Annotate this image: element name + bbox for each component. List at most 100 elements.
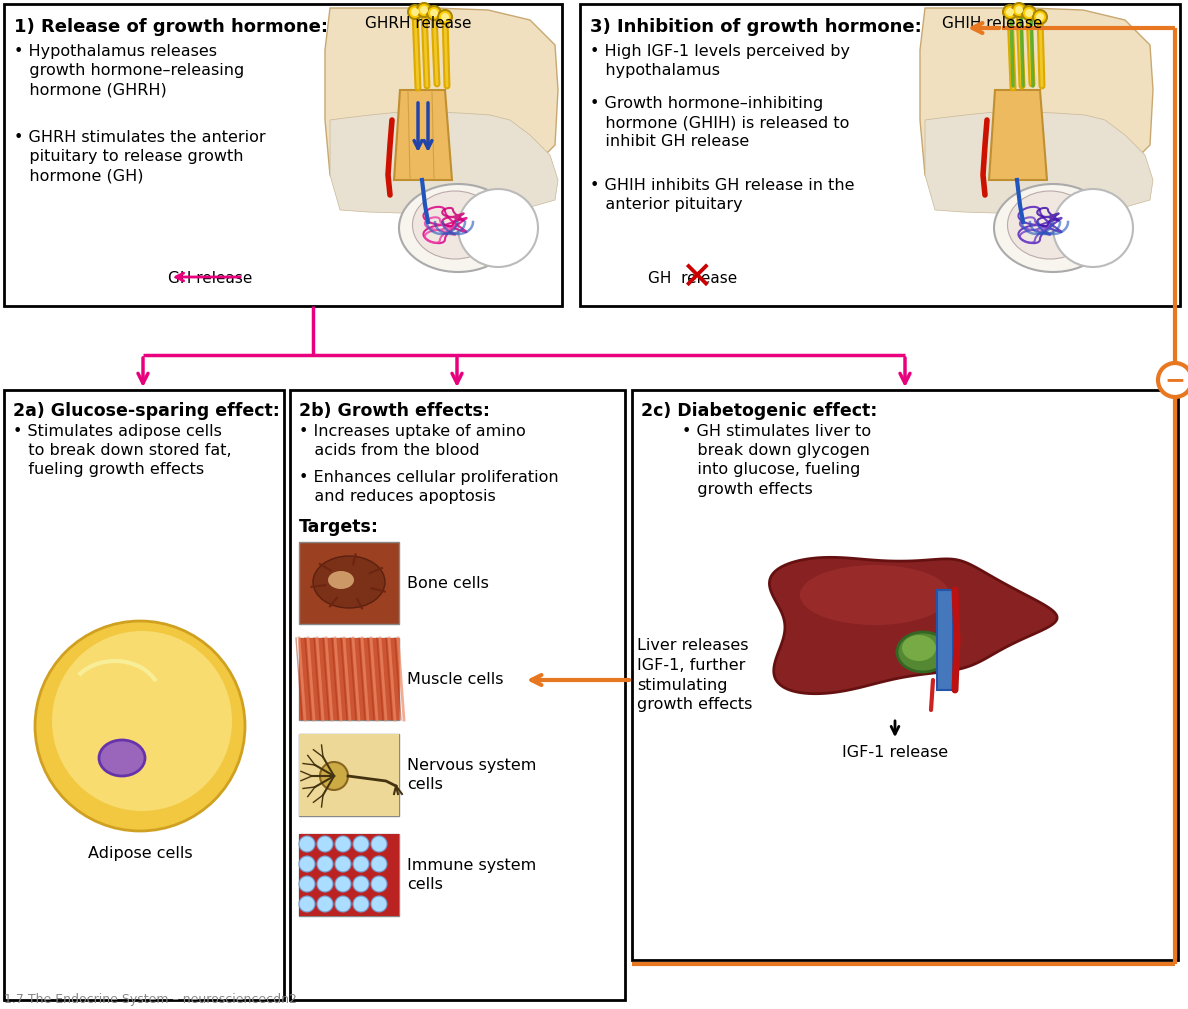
- FancyBboxPatch shape: [4, 4, 562, 306]
- Text: Liver releases
IGF-1, further
stimulating
growth effects: Liver releases IGF-1, further stimulatin…: [637, 638, 752, 712]
- Circle shape: [1158, 363, 1188, 397]
- Ellipse shape: [99, 740, 145, 776]
- Text: 2a) Glucose-sparing effect:: 2a) Glucose-sparing effect:: [13, 402, 280, 420]
- FancyBboxPatch shape: [632, 390, 1178, 960]
- Text: GHIH release: GHIH release: [942, 16, 1042, 31]
- Text: • Increases uptake of amino
   acids from the blood: • Increases uptake of amino acids from t…: [299, 424, 526, 458]
- Polygon shape: [770, 557, 1057, 694]
- Text: • High IGF-1 levels perceived by
   hypothalamus: • High IGF-1 levels perceived by hypotha…: [590, 44, 849, 79]
- Ellipse shape: [897, 632, 949, 672]
- Text: • Enhances cellular proliferation
   and reduces apoptosis: • Enhances cellular proliferation and re…: [299, 470, 558, 504]
- Circle shape: [299, 836, 315, 852]
- Text: ✕: ✕: [680, 259, 713, 297]
- Ellipse shape: [399, 184, 517, 272]
- Circle shape: [371, 856, 387, 872]
- Circle shape: [411, 8, 419, 16]
- Circle shape: [1003, 5, 1017, 19]
- Circle shape: [1025, 9, 1034, 17]
- Polygon shape: [925, 112, 1154, 215]
- Text: 2b) Growth effects:: 2b) Growth effects:: [299, 402, 489, 420]
- Circle shape: [299, 856, 315, 872]
- Ellipse shape: [800, 565, 950, 625]
- Circle shape: [353, 856, 369, 872]
- Circle shape: [417, 3, 431, 17]
- Ellipse shape: [312, 556, 385, 608]
- Text: • GHIH inhibits GH release in the
   anterior pituitary: • GHIH inhibits GH release in the anteri…: [590, 178, 854, 212]
- FancyBboxPatch shape: [299, 542, 399, 624]
- FancyBboxPatch shape: [299, 638, 399, 720]
- Circle shape: [52, 631, 232, 811]
- Text: Bone cells: Bone cells: [407, 575, 489, 590]
- Ellipse shape: [902, 635, 936, 661]
- Circle shape: [317, 856, 333, 872]
- FancyBboxPatch shape: [290, 390, 625, 1000]
- Circle shape: [317, 896, 333, 912]
- Circle shape: [320, 762, 348, 790]
- Polygon shape: [920, 8, 1154, 200]
- FancyBboxPatch shape: [580, 4, 1180, 306]
- Circle shape: [1006, 8, 1015, 16]
- Text: Muscle cells: Muscle cells: [407, 672, 504, 686]
- Circle shape: [299, 876, 315, 892]
- Text: 1.7 The Endocrine System – neurosciencecdn2: 1.7 The Endocrine System – neurosciencec…: [4, 993, 297, 1006]
- Circle shape: [317, 876, 333, 892]
- Circle shape: [335, 836, 350, 852]
- Circle shape: [371, 836, 387, 852]
- FancyBboxPatch shape: [299, 834, 399, 916]
- Text: • Stimulates adipose cells
   to break down stored fat,
   fueling growth effect: • Stimulates adipose cells to break down…: [13, 424, 232, 477]
- Polygon shape: [988, 90, 1047, 180]
- Text: IGF-1 release: IGF-1 release: [842, 745, 948, 760]
- Circle shape: [335, 896, 350, 912]
- Ellipse shape: [1053, 189, 1133, 267]
- Text: Adipose cells: Adipose cells: [88, 846, 192, 861]
- Circle shape: [353, 896, 369, 912]
- FancyBboxPatch shape: [299, 638, 399, 720]
- Circle shape: [371, 876, 387, 892]
- Circle shape: [1036, 13, 1044, 21]
- Circle shape: [438, 10, 451, 24]
- Circle shape: [1022, 6, 1036, 20]
- Polygon shape: [330, 112, 558, 215]
- Text: −: −: [1164, 368, 1186, 393]
- Text: • GHRH stimulates the anterior
   pituitary to release growth
   hormone (GH): • GHRH stimulates the anterior pituitary…: [14, 130, 266, 184]
- Circle shape: [441, 13, 449, 21]
- Ellipse shape: [1007, 191, 1093, 259]
- Circle shape: [353, 836, 369, 852]
- Text: • GH stimulates liver to
   break down glycogen
   into glucose, fueling
   grow: • GH stimulates liver to break down glyc…: [682, 424, 871, 496]
- Circle shape: [34, 621, 245, 831]
- Circle shape: [299, 896, 315, 912]
- Text: 2c) Diabetogenic effect:: 2c) Diabetogenic effect:: [642, 402, 878, 420]
- Polygon shape: [326, 8, 558, 200]
- FancyBboxPatch shape: [4, 390, 284, 1000]
- Circle shape: [335, 856, 350, 872]
- Ellipse shape: [994, 184, 1112, 272]
- Text: Immune system
cells: Immune system cells: [407, 859, 536, 892]
- Text: Targets:: Targets:: [299, 518, 379, 536]
- Ellipse shape: [328, 571, 354, 589]
- FancyBboxPatch shape: [299, 734, 399, 816]
- Text: 1) Release of growth hormone:: 1) Release of growth hormone:: [14, 18, 328, 36]
- Circle shape: [335, 876, 350, 892]
- Circle shape: [353, 876, 369, 892]
- Text: GHRH release: GHRH release: [365, 16, 472, 31]
- Text: • Growth hormone–inhibiting
   hormone (GHIH) is released to
   inhibit GH relea: • Growth hormone–inhibiting hormone (GHI…: [590, 96, 849, 149]
- Circle shape: [430, 9, 438, 17]
- Ellipse shape: [412, 191, 498, 259]
- Text: 3) Inhibition of growth hormone:: 3) Inhibition of growth hormone:: [590, 18, 922, 36]
- Circle shape: [317, 836, 333, 852]
- Circle shape: [1034, 10, 1047, 24]
- Text: GH  release: GH release: [647, 271, 738, 286]
- Ellipse shape: [459, 189, 538, 267]
- Circle shape: [1015, 6, 1023, 14]
- Circle shape: [426, 6, 441, 20]
- Text: • Hypothalamus releases
   growth hormone–releasing
   hormone (GHRH): • Hypothalamus releases growth hormone–r…: [14, 44, 245, 98]
- Polygon shape: [937, 590, 953, 690]
- Circle shape: [1012, 3, 1026, 17]
- Text: Nervous system
cells: Nervous system cells: [407, 758, 536, 792]
- Circle shape: [421, 6, 428, 14]
- FancyBboxPatch shape: [299, 734, 399, 816]
- Text: GH release: GH release: [168, 271, 252, 286]
- FancyBboxPatch shape: [299, 834, 399, 916]
- Polygon shape: [394, 90, 451, 180]
- Circle shape: [371, 896, 387, 912]
